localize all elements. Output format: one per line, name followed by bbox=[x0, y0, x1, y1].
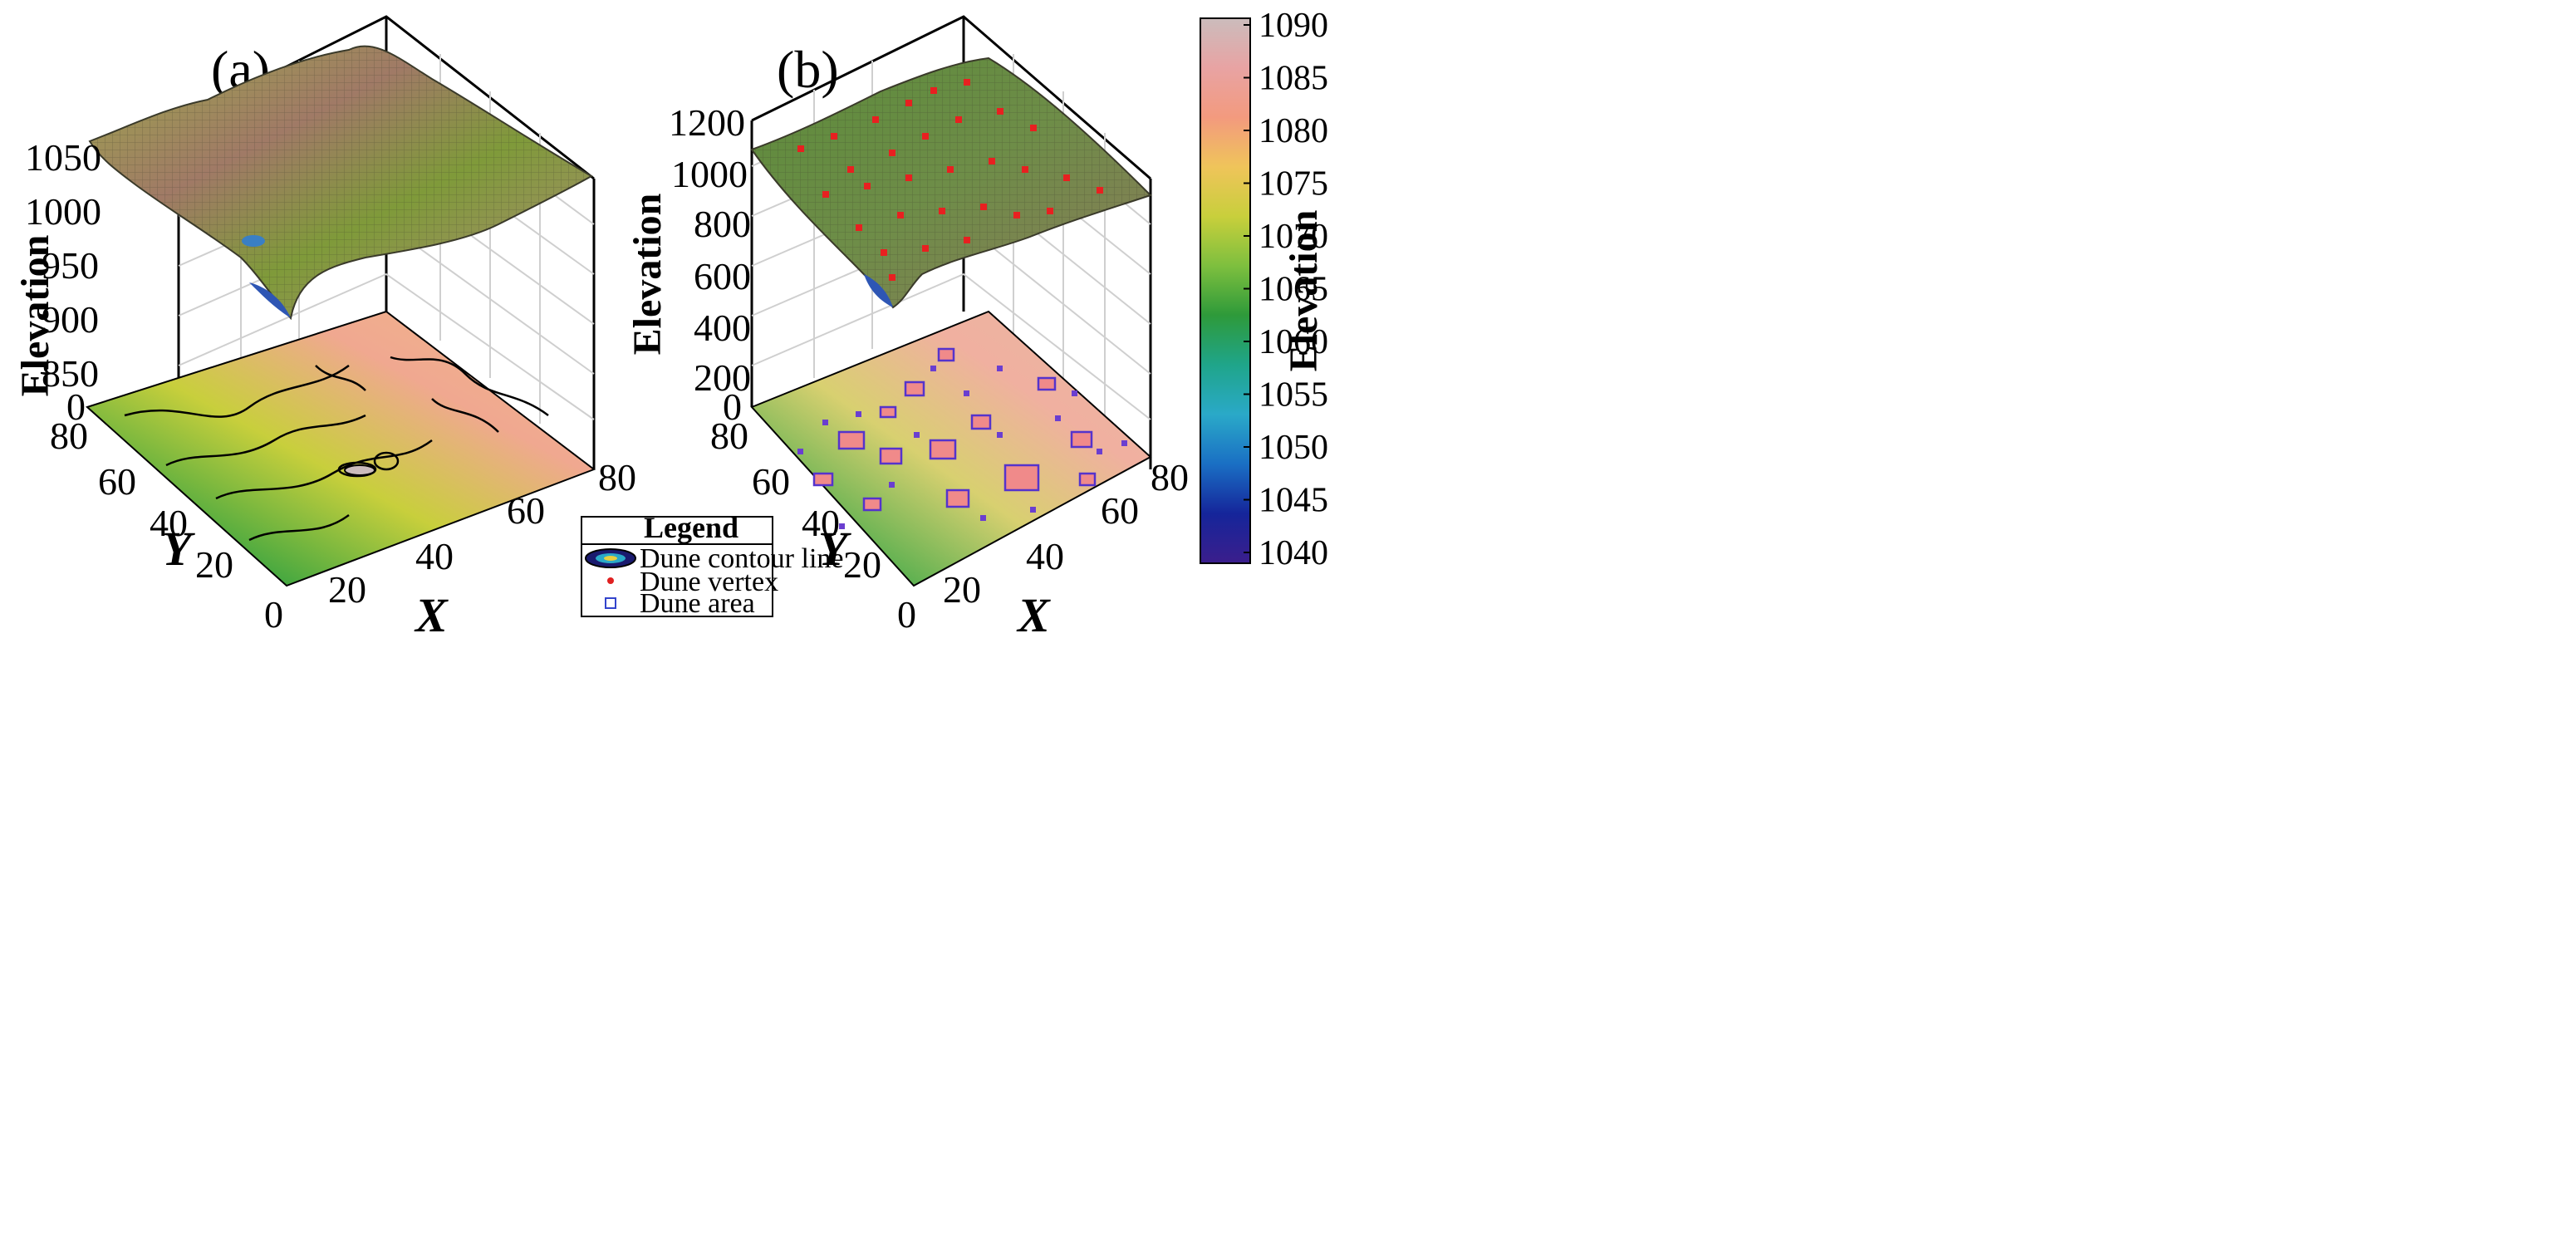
panel-a-x-tick: 20 bbox=[328, 568, 366, 611]
panel-b-dune-vertices-surface bbox=[797, 79, 1103, 281]
panel-a-x-label: X bbox=[414, 588, 449, 642]
colorbar-tick-label: 1090 bbox=[1259, 7, 1328, 45]
colorbar-tick-label: 1085 bbox=[1259, 60, 1328, 98]
panel-a-z-label: Elevation bbox=[13, 235, 57, 397]
panel-b-y-tick: 20 bbox=[843, 543, 881, 586]
panel-a-z-tick: 900 bbox=[42, 298, 99, 341]
panel-b-label: (b) bbox=[777, 40, 839, 99]
panel-b-z-ticks: 1200 1000 800 600 400 200 0 bbox=[669, 101, 751, 428]
legend-title: Legend bbox=[644, 511, 738, 544]
panel-b-y-tick: 60 bbox=[752, 460, 790, 503]
panel-a-y-label: Y bbox=[162, 522, 195, 576]
panel-a-z-tick: 850 bbox=[42, 352, 99, 395]
panel-b-z-tick: 600 bbox=[694, 255, 751, 297]
legend: Legend Dune contour line Dune vertex Dun… bbox=[581, 511, 844, 619]
panel-a-x-tick: 60 bbox=[507, 489, 545, 532]
panel-b-y-tick: 80 bbox=[710, 415, 748, 457]
panel-a-y-tick: 40 bbox=[150, 502, 188, 544]
panel-b-x-tick: 40 bbox=[1026, 535, 1064, 577]
panel-a-x-tick: 40 bbox=[415, 535, 454, 577]
panel-a-contour-lines bbox=[124, 356, 549, 542]
panel-a-z-tick: 950 bbox=[42, 244, 99, 287]
red-dot-icon bbox=[607, 577, 614, 584]
panel-b-z-tick: 0 bbox=[723, 385, 742, 428]
panel-b-z-label: Elevation bbox=[626, 194, 670, 356]
panel-a-x-tick: 80 bbox=[598, 456, 636, 498]
colorbar-tick-label: 1040 bbox=[1259, 534, 1328, 572]
panel-a-contour-floor bbox=[86, 310, 596, 587]
colorbar-tick-label: 1075 bbox=[1259, 165, 1328, 204]
colorbar-tick-label: 1080 bbox=[1259, 112, 1328, 150]
panel-b-x-tick: 60 bbox=[1101, 489, 1139, 532]
panel-b-y-ticks: 80 60 40 20 0 bbox=[710, 415, 916, 636]
panel-b: (b) bbox=[626, 15, 1189, 642]
panel-a-y-tick: 20 bbox=[195, 543, 233, 586]
panel-a-z-tick: 1000 bbox=[25, 190, 101, 233]
panel-a-y-tick: 80 bbox=[50, 415, 88, 457]
panel-b-dune-areas bbox=[812, 347, 1097, 512]
contour-ellipse-core-icon bbox=[604, 556, 617, 561]
legend-item-vertex-label: Dune vertex bbox=[640, 567, 778, 597]
colorbar-tick-label: 1050 bbox=[1259, 429, 1328, 467]
panel-a-surface bbox=[88, 45, 594, 321]
panel-a-z-tick: 1050 bbox=[25, 136, 101, 179]
blue-square-icon bbox=[605, 597, 616, 609]
panel-b-x-tick: 20 bbox=[943, 568, 981, 611]
panel-b-y-label: Y bbox=[818, 522, 851, 576]
panel-b-z-tick: 200 bbox=[694, 356, 751, 399]
colorbar-ticks: 1090 1085 1080 1075 1070 1065 1060 1055 1050 1045… bbox=[1244, 7, 1328, 572]
panel-b-dune-vertices-floor bbox=[797, 366, 1127, 529]
panel-b-z-tick: 1000 bbox=[671, 153, 748, 195]
panel-a-y-ticks: 80 60 40 20 0 bbox=[50, 415, 283, 636]
panel-b-x-tick: 80 bbox=[1151, 456, 1189, 498]
panel-a-y-tick: 0 bbox=[264, 593, 283, 636]
panel-b-z-tick: 800 bbox=[694, 203, 751, 245]
panel-a-z-ticks: 1050 1000 950 900 850 0 bbox=[25, 136, 101, 428]
panel-b-surface bbox=[750, 56, 1152, 309]
colorbar-tick-label: 1045 bbox=[1259, 482, 1328, 520]
colorbar-label: Elevation bbox=[1282, 210, 1326, 372]
colorbar: 1090 1085 1080 1075 1070 1065 1060 1055 1050 1045… bbox=[1200, 7, 1328, 572]
panel-a-z-tick: 0 bbox=[66, 385, 86, 428]
legend-item-area-label: Dune area bbox=[640, 588, 755, 619]
legend-item-contour-label: Dune contour line bbox=[640, 543, 844, 574]
colorbar-bar bbox=[1200, 17, 1251, 564]
colorbar-tick-label: 1065 bbox=[1259, 271, 1328, 309]
panel-b-x-label: X bbox=[1016, 588, 1051, 642]
panel-b-z-tick: 400 bbox=[694, 307, 751, 349]
panel-a: (a) bbox=[13, 15, 636, 642]
panel-b-y-tick: 0 bbox=[897, 593, 916, 636]
colorbar-tick-label: 1055 bbox=[1259, 376, 1328, 415]
panel-a-x-ticks: 20 40 60 80 bbox=[328, 456, 636, 611]
panel-b-y-tick: 40 bbox=[802, 502, 840, 544]
panel-a-peak-marker bbox=[344, 464, 375, 476]
colorbar-tick-label: 1060 bbox=[1259, 323, 1328, 361]
panel-b-z-tick: 1200 bbox=[669, 101, 745, 144]
panel-a-y-tick: 60 bbox=[98, 460, 136, 503]
colorbar-tick-label: 1070 bbox=[1259, 218, 1328, 256]
panel-b-x-ticks: 20 40 60 80 bbox=[943, 456, 1189, 611]
